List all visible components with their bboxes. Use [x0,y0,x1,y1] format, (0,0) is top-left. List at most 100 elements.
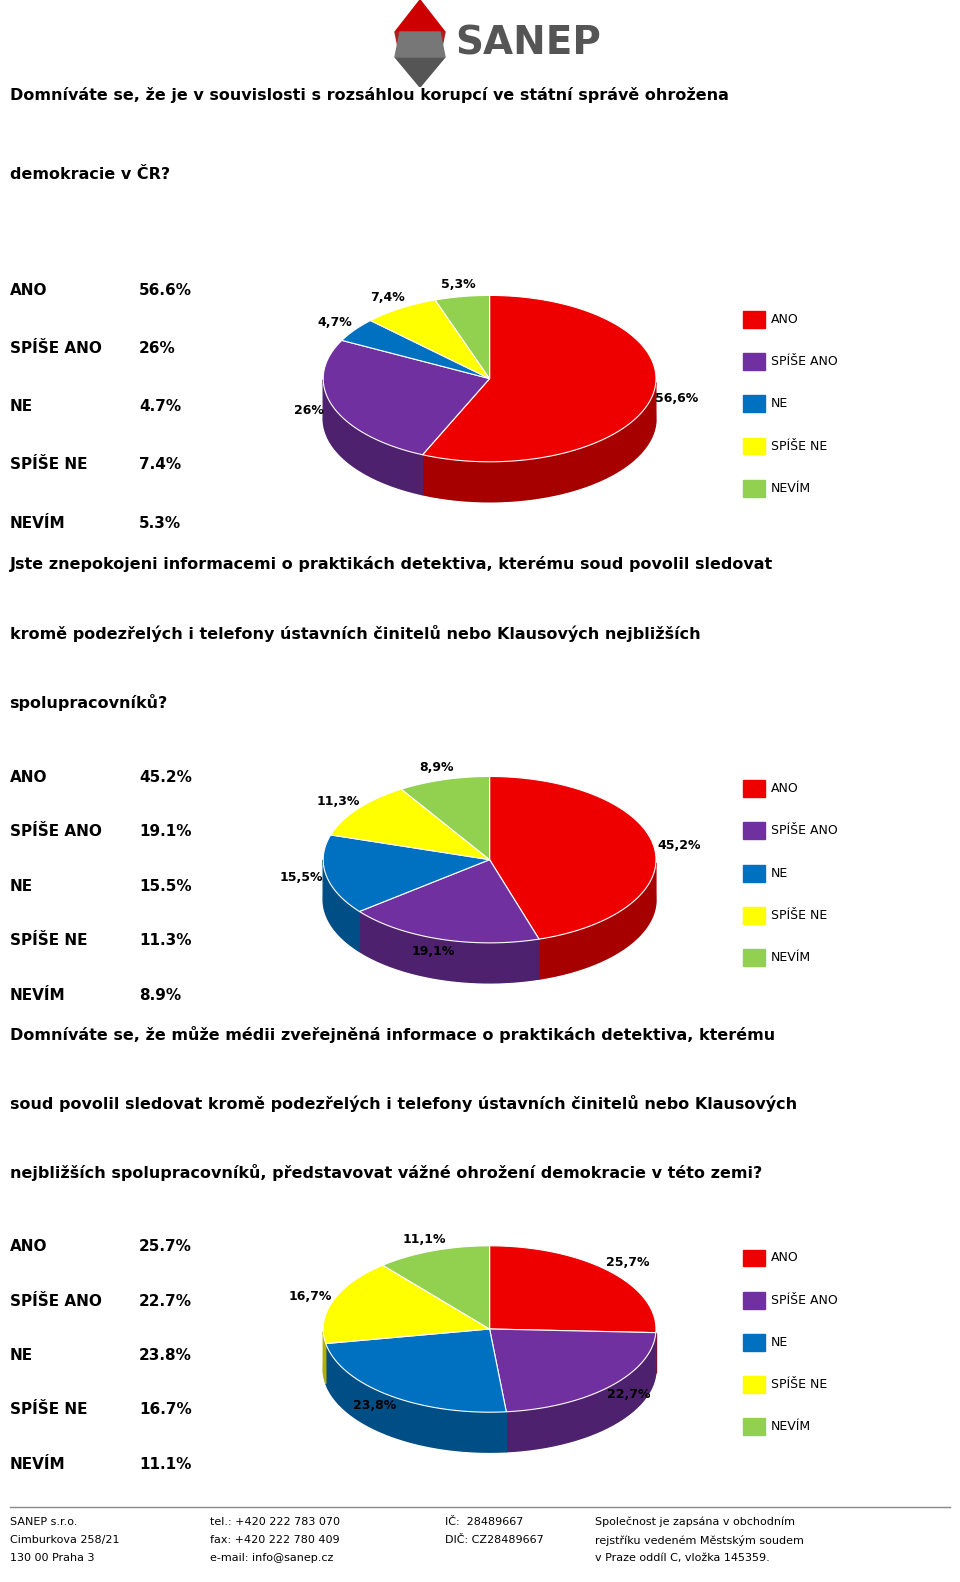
Text: Jste znepokojeni informacemi o praktikách detektiva, kterému soud povolil sledov: Jste znepokojeni informacemi o praktikác… [10,557,773,573]
Text: kromě podezřelých i telefony ústavních činitelů nebo Klausových nejbližších: kromě podezřelých i telefony ústavních č… [10,625,700,642]
Polygon shape [422,383,656,501]
Polygon shape [383,1245,490,1329]
Text: 7.4%: 7.4% [139,457,181,473]
Text: NE: NE [10,878,33,894]
Polygon shape [395,32,445,57]
Text: soud povolil sledovat kromě podezřelých i telefony ústavních činitelů nebo Klaus: soud povolil sledovat kromě podezřelých … [10,1095,797,1112]
Polygon shape [325,1329,506,1413]
Text: Domníváte se, že je v souvislosti s rozsáhlou korupcí ve státní správě ohrožena: Domníváte se, že je v souvislosti s rozs… [10,87,729,103]
Text: 4,7%: 4,7% [317,316,351,329]
Text: 26%: 26% [294,403,324,418]
Text: Společnost je zapsána v obchodním: Společnost je zapsána v obchodním [595,1517,795,1528]
Text: 11,3%: 11,3% [317,794,360,808]
Text: DIČ: CZ28489667: DIČ: CZ28489667 [445,1535,543,1546]
Polygon shape [395,32,445,57]
Text: NEVÍM: NEVÍM [771,1421,811,1433]
Polygon shape [490,777,656,940]
Text: 16.7%: 16.7% [139,1402,192,1417]
Polygon shape [324,859,359,951]
Polygon shape [371,301,490,378]
Text: Cimburkova 258/21: Cimburkova 258/21 [10,1535,119,1546]
Polygon shape [401,777,490,859]
Bar [743,479,764,497]
Text: 4.7%: 4.7% [139,399,181,414]
Text: SPÍŠE NE: SPÍŠE NE [771,440,828,452]
Text: NEVÍM: NEVÍM [10,1457,65,1471]
Text: SPÍŠE NE: SPÍŠE NE [771,1378,828,1391]
Text: SPÍŠE ANO: SPÍŠE ANO [10,824,102,838]
Text: 8.9%: 8.9% [139,987,181,1003]
Polygon shape [324,380,422,495]
Text: NEVÍM: NEVÍM [771,951,811,963]
Polygon shape [435,296,490,378]
Text: 45.2%: 45.2% [139,770,192,785]
Text: NEVÍM: NEVÍM [771,483,811,495]
Polygon shape [539,862,656,979]
Text: 19,1%: 19,1% [412,944,455,957]
Bar [743,906,764,924]
Text: SPÍŠE ANO: SPÍŠE ANO [10,1294,102,1308]
Text: 25,7%: 25,7% [606,1256,650,1269]
Text: rejstříku vedeném Městským soudem: rejstříku vedeném Městským soudem [595,1535,804,1546]
Text: Domníváte se, že může médii zveřejněná informace o praktikách detektiva, kterému: Domníváte se, že může médii zveřejněná i… [10,1025,775,1043]
Text: e-mail: info@sanep.cz: e-mail: info@sanep.cz [210,1554,333,1563]
Text: SPÍŠE NE: SPÍŠE NE [10,457,87,473]
Text: 56,6%: 56,6% [656,392,699,405]
Polygon shape [324,835,490,911]
Polygon shape [359,911,539,982]
Polygon shape [395,0,445,32]
Polygon shape [395,57,445,87]
Text: 5,3%: 5,3% [441,278,475,291]
Text: SPÍŠE NE: SPÍŠE NE [10,933,87,948]
Text: NE: NE [771,1335,788,1349]
Polygon shape [422,296,656,462]
Text: ANO: ANO [10,283,47,297]
Text: 23.8%: 23.8% [139,1348,192,1364]
Bar [743,1419,764,1435]
Text: SPÍŠE ANO: SPÍŠE ANO [771,1294,838,1307]
Text: v Praze oddíl C, vložka 145359.: v Praze oddíl C, vložka 145359. [595,1554,770,1563]
Text: 22.7%: 22.7% [139,1294,192,1308]
Text: 23,8%: 23,8% [352,1398,396,1411]
Bar [743,1376,764,1394]
Text: NE: NE [771,867,788,880]
Bar [743,1292,764,1308]
Text: NE: NE [10,1348,33,1364]
Text: demokracie v ČR?: demokracie v ČR? [10,168,170,182]
Bar [743,396,764,413]
Text: SPÍŠE NE: SPÍŠE NE [771,910,828,922]
Text: 5.3%: 5.3% [139,516,181,530]
Text: 130 00 Praha 3: 130 00 Praha 3 [10,1554,94,1563]
Text: ANO: ANO [771,1251,799,1264]
Bar [743,823,764,840]
Text: 11.1%: 11.1% [139,1457,192,1471]
Text: SANEP s.r.o.: SANEP s.r.o. [10,1517,78,1527]
Polygon shape [359,859,539,943]
Text: SPÍŠE NE: SPÍŠE NE [10,1402,87,1417]
Text: ANO: ANO [771,313,799,326]
Text: NEVÍM: NEVÍM [10,516,65,530]
Bar [743,865,764,881]
Bar [743,949,764,967]
Text: 7,4%: 7,4% [370,291,404,304]
Bar [743,312,764,327]
Text: spolupracovníků?: spolupracovníků? [10,694,168,712]
Text: 16,7%: 16,7% [288,1289,331,1304]
Text: NE: NE [10,399,33,414]
Bar [743,1334,764,1351]
Text: nejbližších spolupracovníků, představovat vážné ohrožení demokracie v této zemi?: nejbližších spolupracovníků, představova… [10,1164,762,1180]
Text: 19.1%: 19.1% [139,824,192,838]
Text: SPÍŠE ANO: SPÍŠE ANO [771,824,838,837]
Text: 56.6%: 56.6% [139,283,192,297]
Text: 45,2%: 45,2% [657,838,701,851]
Text: 15.5%: 15.5% [139,878,192,894]
Text: 15,5%: 15,5% [279,870,324,884]
Text: SPÍŠE ANO: SPÍŠE ANO [771,354,838,369]
Polygon shape [330,789,490,859]
Polygon shape [490,1329,656,1411]
Text: 26%: 26% [139,342,176,356]
Text: 22,7%: 22,7% [607,1389,651,1402]
Polygon shape [324,1332,325,1384]
Bar [743,353,764,370]
Bar [743,438,764,454]
